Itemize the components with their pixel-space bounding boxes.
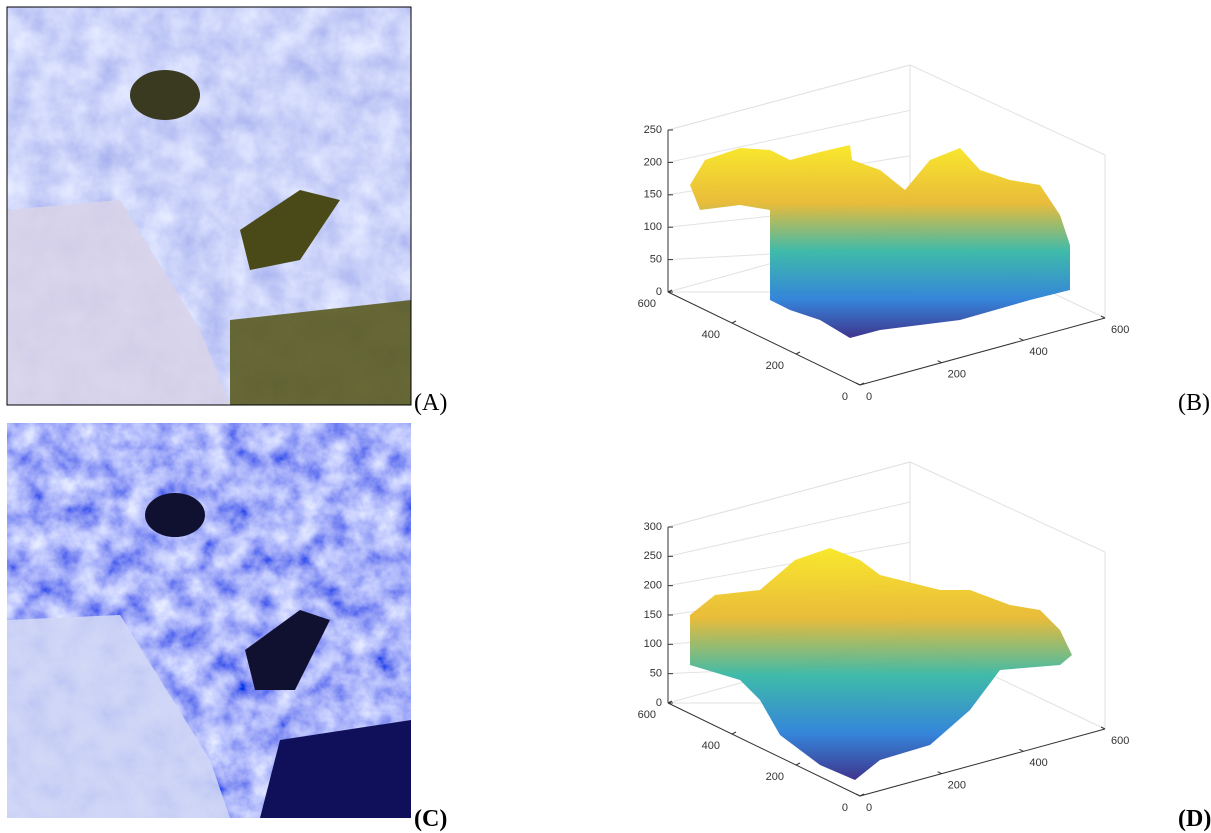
panel-label: (B) xyxy=(1178,390,1210,416)
box-edge xyxy=(909,461,1106,553)
y-tick-label: 200 xyxy=(766,771,784,783)
grid-line xyxy=(667,541,911,587)
x-tick-label: 600 xyxy=(1111,324,1129,336)
y-tick xyxy=(859,382,865,386)
x-tick xyxy=(855,793,861,797)
z-tick-label: 100 xyxy=(644,221,662,233)
y-tick xyxy=(731,320,737,324)
y-tick-label: 400 xyxy=(702,740,720,752)
z-tick-label: 0 xyxy=(656,697,662,709)
x-tick xyxy=(855,382,861,386)
x-tick-label: 0 xyxy=(866,802,872,814)
x-tick xyxy=(1019,337,1024,341)
panel-label: (A) xyxy=(414,390,447,416)
x-tick-label: 200 xyxy=(948,780,966,792)
z-tick-label: 50 xyxy=(650,668,662,680)
y-tick-label: 600 xyxy=(638,709,656,721)
grid-line xyxy=(667,461,911,528)
y-tick xyxy=(795,351,801,355)
x-tick xyxy=(937,360,942,364)
y-tick xyxy=(859,793,865,797)
z-tick-label: 300 xyxy=(644,521,662,533)
x-axis xyxy=(859,317,1106,386)
x-axis xyxy=(859,728,1106,797)
z-tick-label: 250 xyxy=(644,550,662,562)
y-axis xyxy=(667,702,861,797)
panel-label: (C) xyxy=(414,806,447,832)
x-tick-label: 400 xyxy=(1029,757,1047,769)
surface-d xyxy=(690,548,1072,780)
y-tick-label: 0 xyxy=(842,391,848,403)
z-tick-label: 150 xyxy=(644,189,662,201)
y-tick-label: 600 xyxy=(638,298,656,310)
x-tick-label: 400 xyxy=(1029,346,1047,358)
x-tick xyxy=(1100,726,1106,730)
y-tick xyxy=(795,762,801,766)
box-edge xyxy=(909,64,1106,156)
x-tick-label: 600 xyxy=(1111,735,1129,747)
surface-b xyxy=(690,145,1070,338)
z-tick-label: 200 xyxy=(644,156,662,168)
z-tick-label: 50 xyxy=(650,254,662,266)
grid-line xyxy=(667,64,911,131)
y-axis xyxy=(667,291,861,386)
y-tick xyxy=(731,731,737,735)
x-tick-label: 200 xyxy=(948,369,966,381)
y-tick-label: 200 xyxy=(766,360,784,372)
z-tick-label: 200 xyxy=(644,580,662,592)
x-tick xyxy=(1100,315,1106,319)
z-tick-label: 100 xyxy=(644,638,662,650)
y-tick-label: 400 xyxy=(702,329,720,341)
z-tick-label: 250 xyxy=(644,124,662,136)
image-a xyxy=(6,6,412,406)
x-tick xyxy=(1019,748,1024,752)
x-tick-label: 0 xyxy=(866,391,872,403)
image-c xyxy=(7,423,411,818)
grid-line xyxy=(667,109,911,163)
y-tick xyxy=(667,700,673,704)
z-tick-label: 0 xyxy=(656,286,662,298)
grid-line xyxy=(667,501,911,557)
z-tick-label: 150 xyxy=(644,609,662,621)
panel-label: (D) xyxy=(1178,806,1211,832)
x-tick xyxy=(937,771,942,775)
y-tick xyxy=(667,289,673,293)
y-tick-label: 0 xyxy=(842,802,848,814)
